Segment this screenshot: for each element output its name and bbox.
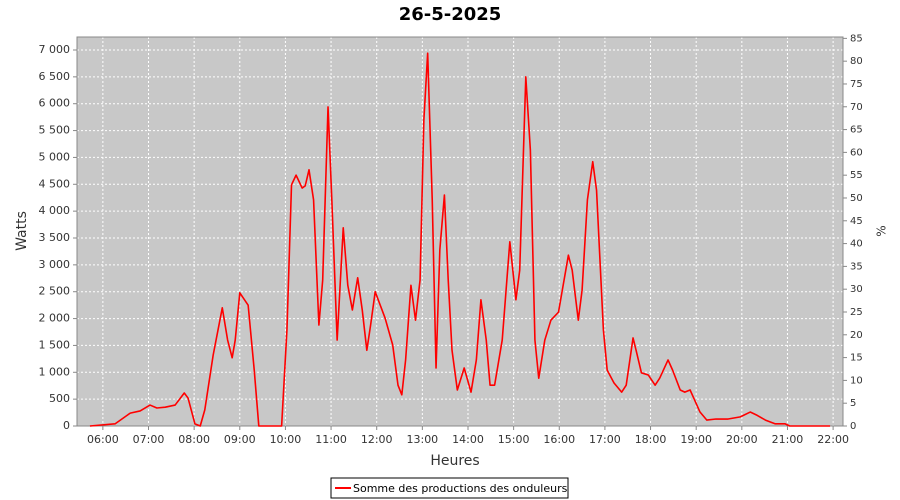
- x-tick-label: 12:00: [361, 433, 393, 446]
- y2-tick-label: 25: [850, 307, 863, 318]
- y2-tick-label: 55: [850, 170, 863, 181]
- y2-tick-label: 65: [850, 125, 863, 136]
- y2-axis-title: %: [875, 225, 889, 236]
- x-tick-label: 11:00: [315, 433, 347, 446]
- y2-tick-label: 15: [850, 353, 863, 364]
- y2-tick-label: 20: [850, 330, 863, 341]
- x-tick-label: 17:00: [589, 433, 621, 446]
- x-tick-label: 10:00: [270, 433, 302, 446]
- x-tick-label: 06:00: [87, 433, 119, 446]
- y-tick-label: 6 000: [39, 97, 71, 110]
- y2-tick-label: 0: [850, 421, 856, 432]
- y2-tick-label: 70: [850, 102, 863, 113]
- y2-tick-label: 5: [850, 398, 856, 409]
- y-tick-label: 4 500: [39, 177, 71, 190]
- y-tick-label: 5 000: [39, 150, 71, 163]
- y-tick-label: 4 000: [39, 204, 71, 217]
- x-tick-label: 09:00: [224, 433, 256, 446]
- x-tick-label: 19:00: [680, 433, 712, 446]
- y-tick-label: 3 000: [39, 258, 71, 271]
- y-tick-label: 2 500: [39, 285, 71, 298]
- plot-area: [77, 37, 843, 426]
- x-tick-label: 08:00: [178, 433, 210, 446]
- x-tick-label: 22:00: [817, 433, 849, 446]
- y2-tick-label: 45: [850, 216, 863, 227]
- y2-tick-label: 60: [850, 147, 863, 158]
- y-tick-label: 5 500: [39, 124, 71, 137]
- legend-label: Somme des productions des onduleurs: [353, 482, 568, 495]
- y-tick-label: 0: [63, 419, 70, 432]
- y-tick-label: 1 000: [39, 365, 71, 378]
- y2-tick-label: 80: [850, 56, 863, 67]
- y-tick-label: 1 500: [39, 338, 71, 351]
- y-tick-label: 3 500: [39, 231, 71, 244]
- x-tick-label: 18:00: [635, 433, 667, 446]
- x-tick-label: 21:00: [772, 433, 804, 446]
- y2-tick-label: 85: [850, 33, 863, 44]
- x-tick-label: 07:00: [133, 433, 165, 446]
- series-line: [89, 52, 831, 427]
- x-tick-label: 20:00: [726, 433, 758, 446]
- y-tick-label: 6 500: [39, 70, 71, 83]
- y2-tick-label: 75: [850, 79, 863, 90]
- x-axis-title: Heures: [430, 453, 479, 469]
- x-tick-label: 14:00: [452, 433, 484, 446]
- x-tick-label: 15:00: [498, 433, 530, 446]
- y-tick-label: 500: [49, 392, 70, 405]
- y2-tick-label: 50: [850, 193, 863, 204]
- y2-tick-label: 35: [850, 261, 863, 272]
- y2-tick-label: 10: [850, 375, 863, 386]
- x-tick-label: 13:00: [406, 433, 438, 446]
- x-tick-label: 16:00: [543, 433, 575, 446]
- y-tick-label: 7 000: [39, 43, 71, 56]
- legend: [330, 477, 569, 499]
- y2-tick-label: 30: [850, 284, 863, 295]
- plot-border: [76, 36, 844, 427]
- chart-title: 26-5-2025: [399, 4, 502, 25]
- y-tick-label: 2 000: [39, 312, 71, 325]
- y-axis-title: Watts: [14, 211, 30, 251]
- y2-tick-label: 40: [850, 239, 863, 250]
